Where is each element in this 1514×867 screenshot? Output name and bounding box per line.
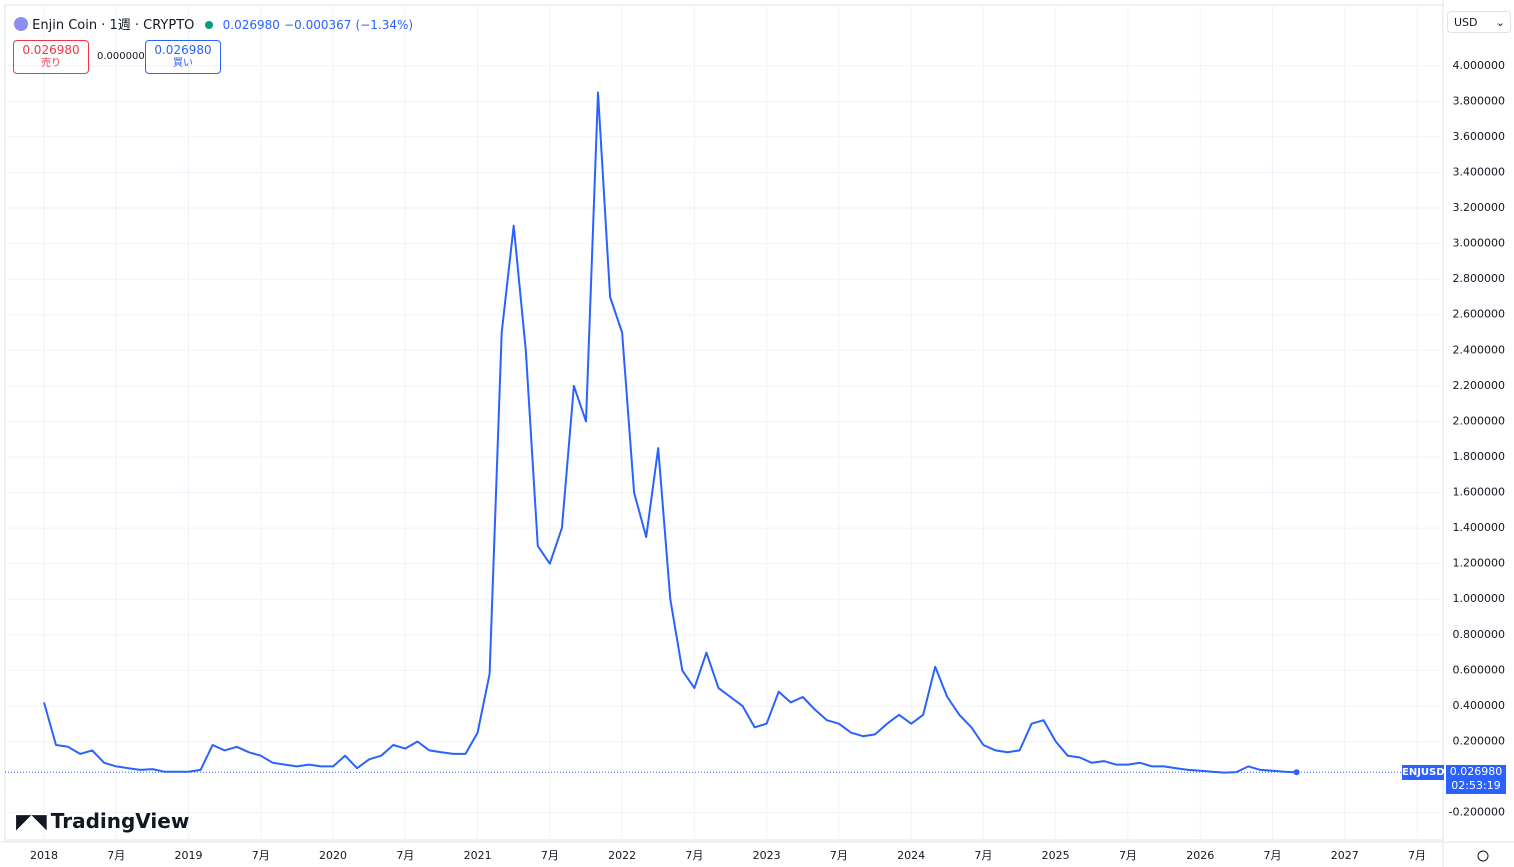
x-tick-label: 7月 xyxy=(685,849,703,862)
brand-logo: ◤◥ TradingView xyxy=(16,809,189,833)
x-tick-label: 2020 xyxy=(319,849,347,862)
buy-label: 買い xyxy=(173,58,193,69)
y-tick-label: 2.600000 xyxy=(1453,308,1506,321)
x-tick-label: 7月 xyxy=(830,849,848,862)
status-dot xyxy=(204,21,213,29)
x-tick-label: 7月 xyxy=(541,849,559,862)
x-tick-label: 2024 xyxy=(897,849,925,862)
x-tick-label: 2021 xyxy=(464,849,492,862)
currency-select[interactable]: USD ⌄ xyxy=(1447,11,1511,33)
y-tick-label: 3.400000 xyxy=(1453,165,1506,178)
y-tick-label: 1.200000 xyxy=(1453,557,1506,570)
brand: TradingView xyxy=(50,809,190,833)
y-tick-label: 2.800000 xyxy=(1453,272,1506,285)
change-pct: (−1.34%) xyxy=(355,18,414,32)
countdown: 02:53:19 xyxy=(1451,779,1501,792)
x-tick-label: 7月 xyxy=(1263,849,1281,862)
x-tick-label: 7月 xyxy=(252,849,270,862)
symbol-tag: ENJUSD xyxy=(1402,765,1445,780)
price-tag-price: 0.026980 xyxy=(1449,765,1503,778)
x-tick-label: 2025 xyxy=(1042,849,1070,862)
last-price: 0.026980 xyxy=(222,18,280,32)
y-tick-label: 1.800000 xyxy=(1453,450,1506,463)
x-tick-label: 7月 xyxy=(396,849,414,862)
y-tick-label: 2.000000 xyxy=(1453,414,1506,427)
symbol-header: Enjin Coin · 1週 · CRYPTO 0.026980 −0.000… xyxy=(14,14,413,33)
x-tick-label: 2026 xyxy=(1186,849,1214,862)
y-tick-label: 1.400000 xyxy=(1453,521,1506,534)
plot-area xyxy=(4,4,1444,841)
x-tick-label: 7月 xyxy=(107,849,125,862)
y-tick-label: 1.000000 xyxy=(1453,592,1506,605)
x-tick-label: 2027 xyxy=(1331,849,1359,862)
y-tick-label: 3.000000 xyxy=(1453,237,1506,250)
y-tick-label: 0.800000 xyxy=(1453,628,1506,641)
x-tick-label: 2023 xyxy=(753,849,781,862)
y-tick-label: 0.200000 xyxy=(1453,734,1506,747)
x-tick-label: 7月 xyxy=(1119,849,1137,862)
y-tick-label: 0.600000 xyxy=(1453,663,1506,676)
y-tick-label: 2.400000 xyxy=(1453,343,1506,356)
y-tick-label: 3.200000 xyxy=(1453,201,1506,214)
currency: USD xyxy=(1454,16,1478,29)
y-tick-label: 3.600000 xyxy=(1453,130,1506,143)
x-tick-label: 2019 xyxy=(175,849,203,862)
settings-icon xyxy=(1477,850,1489,862)
sell-price: 0.026980 xyxy=(22,43,80,57)
x-tick-label: 2018 xyxy=(30,849,58,862)
y-tick-label: -0.200000 xyxy=(1449,806,1505,819)
symbol[interactable]: Enjin Coin · 1週 · CRYPTO xyxy=(32,18,195,33)
x-tick-label: 7月 xyxy=(974,849,992,862)
coin-icon xyxy=(14,17,28,31)
y-tick-label: 1.600000 xyxy=(1453,486,1506,499)
y-tick-label: 4.000000 xyxy=(1453,59,1506,72)
price-tag: 0.026980 02:53:19 xyxy=(1446,765,1506,794)
dropdown-caret: ⌄ xyxy=(1495,16,1505,29)
price-line xyxy=(43,91,1297,774)
last-point xyxy=(1293,769,1300,776)
buy-price: 0.026980 xyxy=(154,43,212,57)
buy-button[interactable]: 0.026980 買い xyxy=(145,40,221,74)
sell-button[interactable]: 0.026980 売り xyxy=(13,40,89,74)
x-tick-label: 7月 xyxy=(1408,849,1426,862)
y-tick-label: 2.200000 xyxy=(1453,379,1506,392)
change: −0.000367 xyxy=(284,18,352,32)
y-tick-label: 3.800000 xyxy=(1453,94,1506,107)
brand-mark: ◤◥ xyxy=(16,809,47,833)
y-tick-label: 0.400000 xyxy=(1453,699,1506,712)
sell-label: 売り xyxy=(41,58,61,69)
spread: 0.000000 xyxy=(97,51,145,62)
x-tick-label: 2022 xyxy=(608,849,636,862)
